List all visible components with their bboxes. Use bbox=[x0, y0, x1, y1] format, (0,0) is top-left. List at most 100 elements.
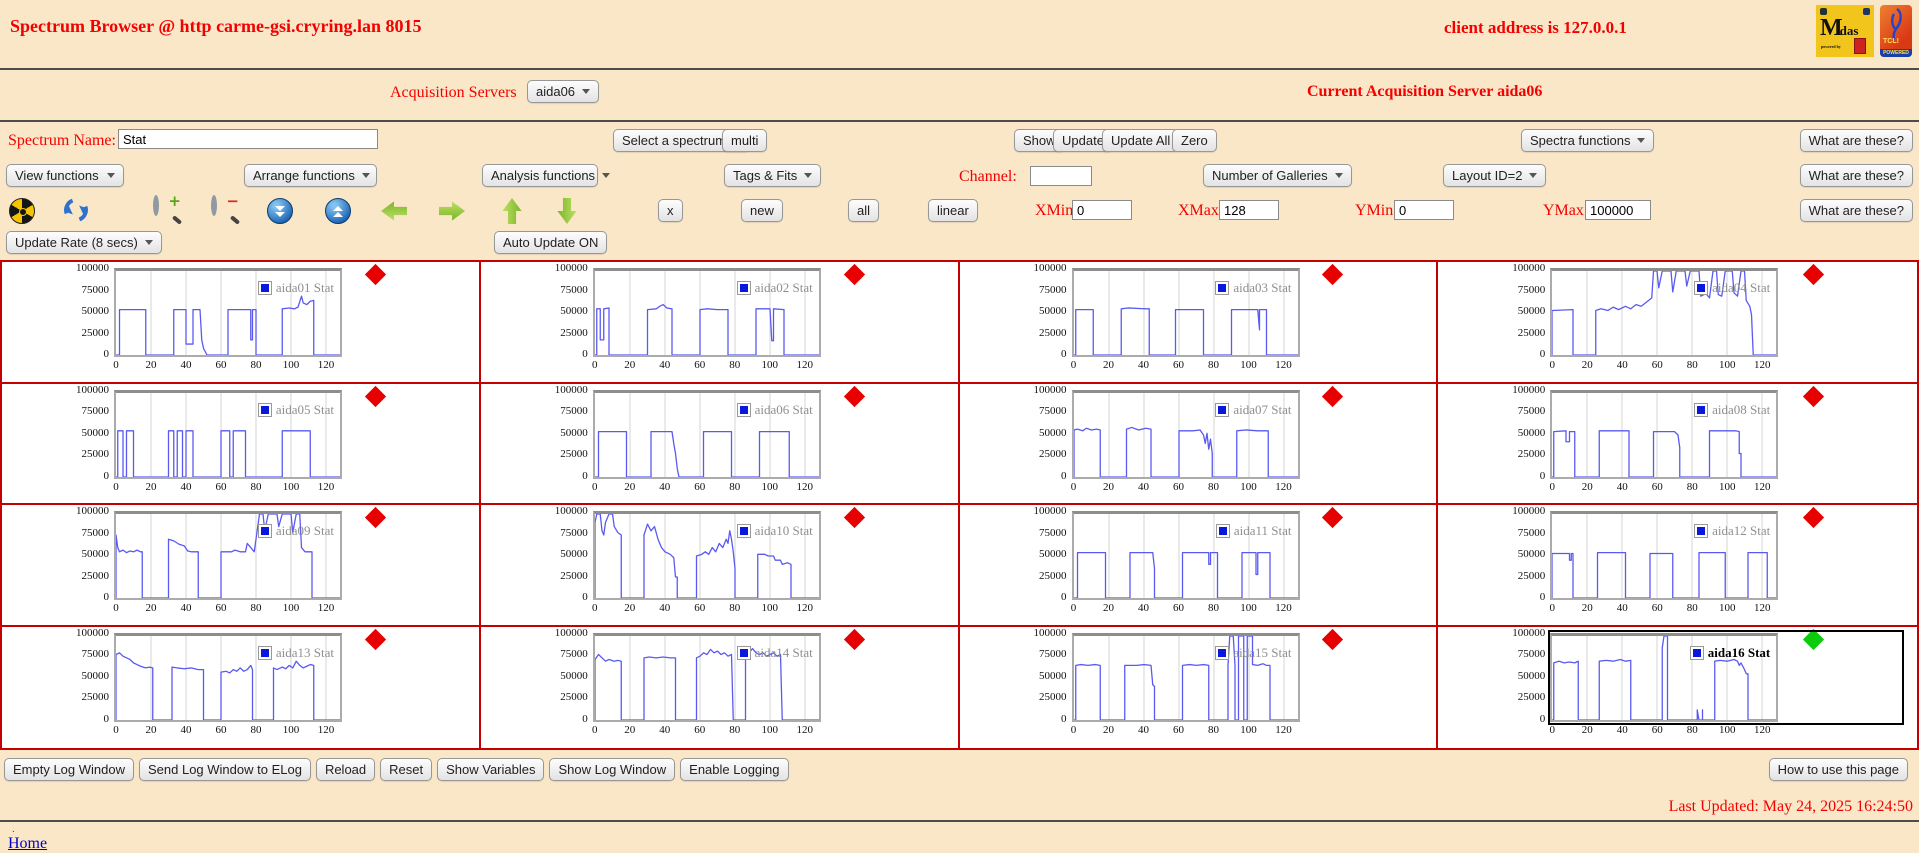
spectrum-panel: 100000 75000 50000 25000 0 aida13 Stat 0 20 40… bbox=[2, 626, 481, 748]
legend: aida12 Stat bbox=[1694, 523, 1770, 539]
spectrum-panel: 100000 75000 50000 25000 0 aida06 Stat 0 20 40… bbox=[480, 383, 960, 505]
status-diamond-icon bbox=[843, 385, 865, 407]
plot-area[interactable]: aida04 Stat bbox=[1550, 268, 1779, 357]
x-button[interactable]: x bbox=[658, 199, 683, 222]
footer-button[interactable]: Reset bbox=[380, 758, 433, 781]
what-are-these-button[interactable]: What are these? bbox=[1799, 164, 1913, 187]
linear-button[interactable]: linear bbox=[928, 199, 978, 222]
x-axis-labels: 0 20 40 60 80 100 120 bbox=[113, 723, 335, 736]
auto-update-button[interactable]: Auto Update ON bbox=[494, 231, 608, 254]
footer-button[interactable]: Reload bbox=[315, 758, 376, 781]
spectrum-plot bbox=[1552, 271, 1776, 355]
tcl-text: TCL! bbox=[1883, 38, 1899, 45]
update-rate-row: Update Rate (8 secs) Auto Update ON bbox=[0, 230, 1919, 260]
spectrum-panel: 100000 75000 50000 25000 0 aida04 Stat 0 20 40… bbox=[1438, 262, 1917, 384]
legend-swatch-icon bbox=[1215, 524, 1230, 538]
triangle-up-icon bbox=[333, 211, 343, 217]
y-axis-labels: 100000 75000 50000 25000 0 bbox=[554, 505, 588, 603]
ymax-input[interactable] bbox=[1585, 200, 1651, 220]
show-button[interactable]: Show bbox=[1014, 129, 1065, 152]
scroll-up-icon[interactable] bbox=[325, 198, 351, 224]
xmax-input[interactable] bbox=[1219, 200, 1279, 220]
status-diamond-icon bbox=[1802, 506, 1825, 529]
layout-id-dropdown[interactable]: Layout ID=2 bbox=[1443, 164, 1547, 187]
status-diamond-icon bbox=[1322, 628, 1344, 650]
header: Spectrum Browser @ http carme-gsi.cryrin… bbox=[0, 0, 1919, 68]
plot-area[interactable]: aida13 Stat bbox=[114, 632, 342, 722]
refresh-icon[interactable] bbox=[60, 194, 92, 226]
tcl-powered-text: POWERED bbox=[1880, 49, 1912, 57]
scroll-down-icon[interactable] bbox=[267, 198, 293, 224]
divider bbox=[0, 820, 1919, 822]
chevron-down-icon bbox=[582, 89, 591, 94]
plot-area[interactable]: aida16 Stat bbox=[1550, 632, 1779, 722]
plot-area[interactable]: aida06 Stat bbox=[592, 389, 821, 479]
arrow-up-icon[interactable] bbox=[500, 198, 524, 224]
what-are-these-button[interactable]: What are these? bbox=[1799, 199, 1913, 222]
arrow-left-icon[interactable] bbox=[381, 199, 407, 223]
status-diamond-icon bbox=[364, 628, 386, 650]
status-diamond-icon bbox=[1802, 263, 1825, 286]
arrow-down-icon[interactable] bbox=[555, 198, 579, 224]
view-functions-dropdown[interactable]: View functions bbox=[6, 164, 124, 187]
plot-area[interactable]: aida02 Stat bbox=[592, 268, 821, 357]
home-link[interactable]: Home bbox=[8, 835, 48, 852]
plot-area[interactable]: aida15 Stat bbox=[1071, 632, 1300, 722]
update-rate-dropdown[interactable]: Update Rate (8 secs) bbox=[6, 231, 162, 254]
plot-area[interactable]: aida05 Stat bbox=[114, 389, 342, 479]
footer-button[interactable]: Send Log Window to ELog bbox=[139, 758, 311, 781]
footer-button[interactable]: Show Variables bbox=[437, 758, 545, 781]
zoom-out-icon[interactable]: − bbox=[211, 192, 239, 224]
x-axis-labels: 0 20 40 60 80 100 120 bbox=[592, 602, 813, 614]
plot-area[interactable]: aida14 Stat bbox=[592, 632, 821, 722]
legend: aida06 Stat bbox=[736, 401, 813, 418]
arrange-functions-dropdown[interactable]: Arrange functions bbox=[244, 164, 377, 187]
xmin-input[interactable] bbox=[1072, 200, 1132, 220]
channel-input[interactable] bbox=[1030, 166, 1092, 186]
what-are-these-button[interactable]: What are these? bbox=[1799, 129, 1913, 152]
zero-button[interactable]: Zero bbox=[1172, 129, 1217, 152]
status-diamond-icon bbox=[1802, 385, 1825, 407]
plot-area[interactable]: aida01 Stat bbox=[114, 268, 342, 357]
update-button[interactable]: Update bbox=[1053, 129, 1113, 152]
spectra-functions-dropdown[interactable]: Spectra functions bbox=[1521, 129, 1655, 152]
status-diamond-icon bbox=[843, 628, 865, 650]
radiation-icon[interactable] bbox=[9, 198, 35, 224]
acquisition-server-select[interactable]: aida06 bbox=[527, 80, 600, 103]
spectrum-panel: 100000 75000 50000 25000 0 aida10 Stat 0 20 40… bbox=[480, 505, 960, 627]
y-axis-labels: 100000 75000 50000 25000 0 bbox=[76, 626, 109, 725]
new-button[interactable]: new bbox=[741, 199, 783, 222]
plot-area[interactable]: aida12 Stat bbox=[1550, 511, 1779, 600]
plot-area[interactable]: aida03 Stat bbox=[1071, 268, 1300, 357]
spectrum-name-input[interactable] bbox=[118, 129, 378, 149]
plot-area[interactable]: aida07 Stat bbox=[1071, 389, 1300, 479]
plot-area[interactable]: aida11 Stat bbox=[1071, 511, 1300, 600]
status-diamond-icon bbox=[843, 506, 865, 529]
legend-swatch-icon bbox=[1215, 281, 1230, 295]
zoom-in-icon[interactable]: + bbox=[153, 192, 181, 224]
update-all-button[interactable]: Update All bbox=[1102, 129, 1180, 152]
chevron-down-icon bbox=[1334, 173, 1343, 178]
chevron-down-icon bbox=[361, 173, 370, 178]
footer-button[interactable]: Show Log Window bbox=[549, 758, 676, 781]
ymin-label: YMin bbox=[1355, 202, 1394, 219]
footer-button[interactable]: Empty Log Window bbox=[4, 758, 134, 781]
plot-area[interactable]: aida08 Stat bbox=[1550, 389, 1779, 479]
how-to-use-button[interactable]: How to use this page bbox=[1768, 758, 1908, 781]
plot-area[interactable]: aida09 Stat bbox=[114, 511, 342, 600]
legend-label: aida06 Stat bbox=[754, 401, 813, 417]
arrow-right-icon[interactable] bbox=[439, 201, 465, 221]
ymin-input[interactable] bbox=[1394, 200, 1454, 220]
chevron-down-icon bbox=[602, 173, 611, 178]
all-button[interactable]: all bbox=[848, 199, 880, 222]
spectrum-plot bbox=[595, 514, 819, 598]
spectrum-panel: 100000 75000 50000 25000 0 aida11 Stat 0 20 40… bbox=[959, 505, 1439, 627]
footer-button[interactable]: Enable Logging bbox=[680, 758, 789, 781]
number-of-galleries-dropdown[interactable]: Number of Galleries bbox=[1203, 164, 1352, 187]
multi-button[interactable]: multi bbox=[722, 129, 768, 152]
y-axis-labels: 100000 75000 50000 25000 0 bbox=[554, 262, 588, 360]
analysis-functions-dropdown[interactable]: Analysis functions bbox=[482, 164, 611, 187]
select-spectrum-dropdown[interactable]: Select a spectrum bbox=[613, 129, 751, 152]
plot-area[interactable]: aida10 Stat bbox=[592, 511, 821, 600]
tags-fits-dropdown[interactable]: Tags & Fits bbox=[724, 164, 822, 187]
